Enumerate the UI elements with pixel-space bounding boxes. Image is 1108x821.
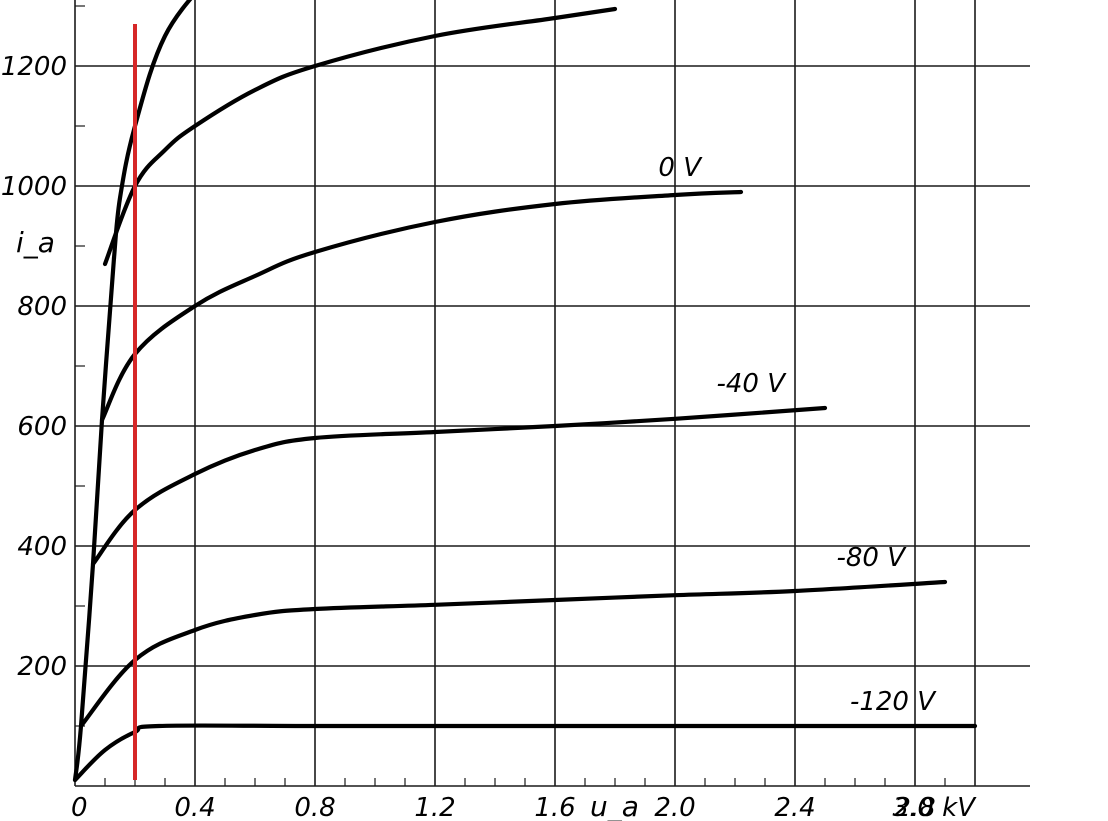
y-axis-label: i_a: [16, 226, 55, 259]
series-label: -80 V: [836, 543, 907, 573]
y-tick-label: 400: [17, 532, 67, 562]
series-label: -40 V: [716, 369, 787, 399]
x-tick-label: 0: [71, 793, 88, 821]
y-tick-labels: 200 400 600 800 1000 1200: [1, 52, 67, 682]
x-tick-label: 1.6: [534, 793, 575, 821]
minor-ticks: [75, 5, 946, 786]
x-tick-label: 2.0: [654, 793, 695, 821]
y-tick-label: 1000: [1, 172, 67, 202]
y-tick-label: 800: [17, 292, 67, 322]
x-tick-label: 1.2: [414, 793, 455, 821]
y-tick-label: 1200: [1, 52, 67, 82]
y-tick-label: 600: [17, 412, 67, 442]
x-axis-label: u_a: [590, 790, 639, 821]
series-curve-2: [102, 6, 618, 267]
x-tick-label: 2.4: [774, 793, 815, 821]
series-label: -120 V: [850, 687, 937, 717]
series-curve-3: [99, 189, 744, 423]
series-labels: 0 V -40 V -80 V -120 V: [658, 153, 937, 717]
series-curve-6: [72, 723, 978, 783]
y-tick-label: 200: [17, 652, 67, 682]
x-tick-labels: 0 0.4 0.8 1.2 1.6 2.0 2.4 2.83.0 kV: [71, 793, 977, 821]
x-tick-label: 0.4: [174, 793, 215, 821]
grid: [74, 0, 1030, 787]
x-tick-label: 2.8: [894, 793, 935, 821]
curves: [72, 0, 978, 783]
series-curve-4: [90, 405, 828, 567]
series-curve-7: [72, 255, 117, 783]
series-curve-5: [78, 579, 948, 729]
series-label: 0 V: [658, 153, 703, 183]
x-tick-label: 0.8: [294, 793, 335, 821]
x-tick-label: 3.0 kV: [893, 793, 978, 821]
